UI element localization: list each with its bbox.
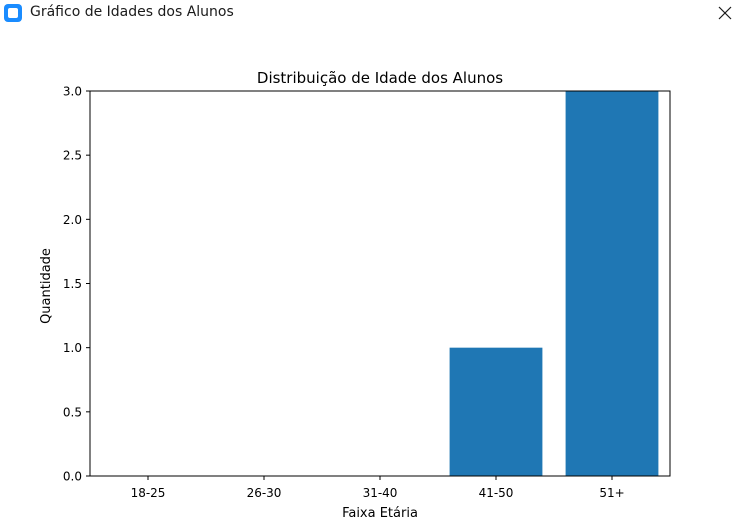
y-tick-label: 1.0: [63, 341, 82, 355]
x-tick-label: 18-25: [131, 486, 166, 500]
x-tick-label: 41-50: [479, 486, 514, 500]
window-title: Gráfico de Idades dos Alunos: [30, 4, 234, 20]
chart-area: Distribuição de Idade dos Alunos 0.0 0.5 1…: [0, 28, 743, 527]
y-tick-label: 0.0: [63, 470, 82, 484]
app-icon: [4, 4, 22, 22]
close-icon: [718, 6, 732, 20]
bar-41-50: [449, 347, 543, 476]
title-bar: Gráfico de Idades dos Alunos: [0, 0, 743, 28]
y-tick-label: 2.0: [63, 213, 82, 227]
bar-51+: [565, 91, 659, 476]
x-tick-label: 26-30: [247, 486, 282, 500]
x-tick-label: 51+: [599, 486, 624, 500]
plot-area: 0.0 0.5 1.0 1.5 2.0 2.5 3.0 18-25 26-30 31-40 41-5…: [63, 85, 671, 500]
chart-title: Distribuição de Idade dos Alunos: [257, 69, 503, 87]
y-tick-label: 0.5: [63, 405, 82, 419]
close-button[interactable]: [708, 0, 743, 28]
y-tick-label: 3.0: [63, 85, 82, 99]
bar-chart: Distribuição de Idade dos Alunos 0.0 0.5 1…: [39, 69, 671, 521]
y-axis-label: Quantidade: [39, 248, 54, 324]
x-axis-label: Faixa Etária: [342, 506, 418, 521]
y-tick-label: 1.5: [63, 277, 82, 291]
y-tick-label: 2.5: [63, 149, 82, 163]
x-tick-label: 31-40: [363, 486, 398, 500]
